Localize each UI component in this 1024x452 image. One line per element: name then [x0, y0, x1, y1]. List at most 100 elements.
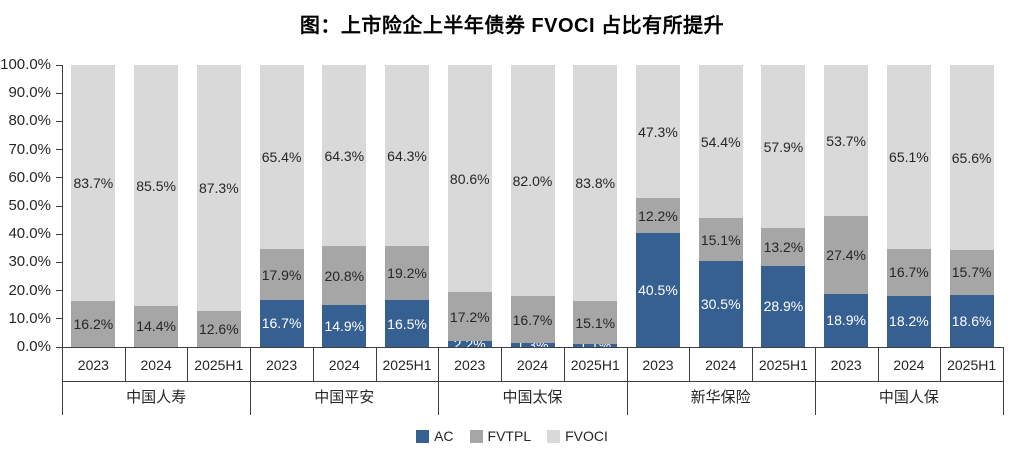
y-axis-tick [56, 149, 63, 151]
bar-segment-fvtpl [949, 250, 994, 295]
y-axis-label: 60.0% [8, 168, 51, 186]
bar-segment-label: 16.7% [261, 315, 302, 332]
bar-segment-fvtpl [573, 301, 618, 344]
bar-segment-label: 40.5% [638, 281, 678, 298]
bar-segment-fvoci [385, 65, 430, 247]
bar-segment-label: 15.1% [700, 231, 741, 248]
bar-segment-ac [698, 261, 743, 347]
bar-segment-label: 16.2% [73, 315, 114, 332]
y-axis-label: 90.0% [8, 84, 51, 102]
bar-segment-label: 80.6% [449, 170, 490, 187]
group-separator-line [62, 347, 63, 415]
bar-segment-fvtpl [322, 246, 367, 305]
legend-swatch-fvoci [547, 429, 561, 443]
x-axis-group-label: 中国太保 [502, 389, 563, 406]
bar-segment-ac [949, 294, 994, 347]
legend: AC FVTPL FVOCI [0, 428, 1024, 444]
x-axis-year-label: 2024 [705, 357, 737, 373]
bar-segment-label: 17.9% [261, 266, 302, 283]
legend-label: FVTPL [487, 428, 532, 444]
y-axis-tick [56, 64, 63, 66]
bar-segment-fvoci [949, 65, 994, 251]
x-axis-year-label: 2023 [830, 357, 862, 373]
y-axis-label: 70.0% [8, 140, 51, 158]
group-separator-line [250, 347, 252, 415]
year-separator-line [501, 347, 503, 381]
bar-segment-label: 83.7% [73, 175, 114, 192]
bar-segment-label: 18.2% [889, 313, 929, 330]
y-axis-label: 0.0% [16, 338, 51, 355]
bar-segment-label: 27.4% [826, 247, 866, 264]
x-axis-year-label: 2025H1 [194, 357, 244, 373]
x-axis-year-label: 2023 [642, 357, 674, 373]
bar-segment-fvtpl [259, 249, 304, 300]
group-separator-line [626, 347, 628, 415]
x-axis-year-label: 2023 [265, 357, 298, 373]
bar-segment-fvoci [259, 65, 304, 250]
bar-segment-fvoci [698, 65, 743, 219]
x-axis-year-label: 2024 [516, 357, 549, 373]
bar-segment-fvtpl [71, 301, 116, 347]
y-axis-tick [56, 120, 63, 122]
x-axis-year-label: 2023 [77, 357, 109, 373]
bar-segment-fvtpl [886, 248, 931, 296]
y-axis-tick [56, 261, 63, 263]
bar-segment-label: 47.3% [638, 123, 678, 140]
bar-segment-label: 20.8% [324, 267, 365, 284]
x-axis-year-label: 2025H1 [758, 357, 808, 373]
group-separator-line [814, 347, 816, 415]
x-axis-year-label: 2024 [328, 357, 360, 373]
legend-label: FVOCI [565, 428, 608, 444]
y-axis-label: 10.0% [8, 309, 51, 327]
year-separator-line [940, 347, 942, 381]
bar-segment-label: 18.6% [951, 312, 992, 329]
bar-segment-label: 12.6% [198, 320, 239, 337]
x-axis-year-label: 2024 [140, 357, 172, 373]
x-axis-line [56, 347, 1003, 348]
bar-segment-fvoci [134, 65, 179, 307]
bar-segment-fvtpl [635, 198, 680, 233]
y-axis-label: 20.0% [8, 281, 51, 299]
y-axis-tick [56, 290, 63, 292]
bar-segment-fvtpl [134, 306, 179, 347]
bar-segment-label: 64.3% [387, 147, 427, 164]
bar-segment-fvoci [573, 65, 618, 302]
y-axis-label: 40.0% [8, 225, 51, 243]
bar-segment-fvtpl [510, 296, 555, 344]
bar-segment-fvoci [761, 65, 806, 229]
bar-segment-ac [886, 295, 931, 347]
year-separator-line [124, 347, 126, 381]
y-axis-tick [56, 346, 63, 348]
bar-segment-label: 54.4% [700, 133, 741, 150]
bar-segment-label: 16.7% [512, 311, 553, 328]
bar-segment-ac [573, 343, 618, 347]
bar-segment-label: 64.3% [324, 147, 365, 164]
year-separator-line [187, 347, 189, 381]
x-axis-year-label: 2023 [454, 357, 486, 373]
bar-segment-fvoci [886, 65, 931, 249]
y-axis-tick [56, 92, 63, 94]
year-separator-line [563, 347, 565, 381]
year-separator-line [375, 347, 377, 381]
legend-item: FVTPL [469, 428, 532, 444]
bar-segment-label: 83.8% [575, 175, 616, 192]
bar-segment-fvtpl [761, 228, 806, 266]
group-separator-line [438, 347, 440, 415]
year-separator-line [689, 347, 691, 381]
y-axis-label: 100.0% [0, 56, 51, 73]
bar-segment-label: 16.5% [387, 315, 427, 332]
bar-segment-ac [259, 299, 304, 347]
bar-segment-fvoci [196, 65, 241, 312]
y-axis-label: 30.0% [8, 253, 51, 271]
x-axis-group-label: 新华保险 [690, 389, 751, 406]
bar-segment-label: 65.1% [889, 148, 929, 165]
plot-area: 0.1%16.2%83.7%0.1%14.4%85.5%0.1%12.6%87.… [62, 65, 1003, 347]
year-separator-line [877, 347, 879, 381]
bar-segment-ac [322, 304, 367, 347]
bar-segment-label: 19.2% [387, 265, 427, 282]
bar-segment-ac [761, 265, 806, 347]
y-axis-tick [56, 233, 63, 235]
bar-segment-fvoci [71, 65, 116, 302]
bar-segment-fvoci [447, 65, 492, 293]
